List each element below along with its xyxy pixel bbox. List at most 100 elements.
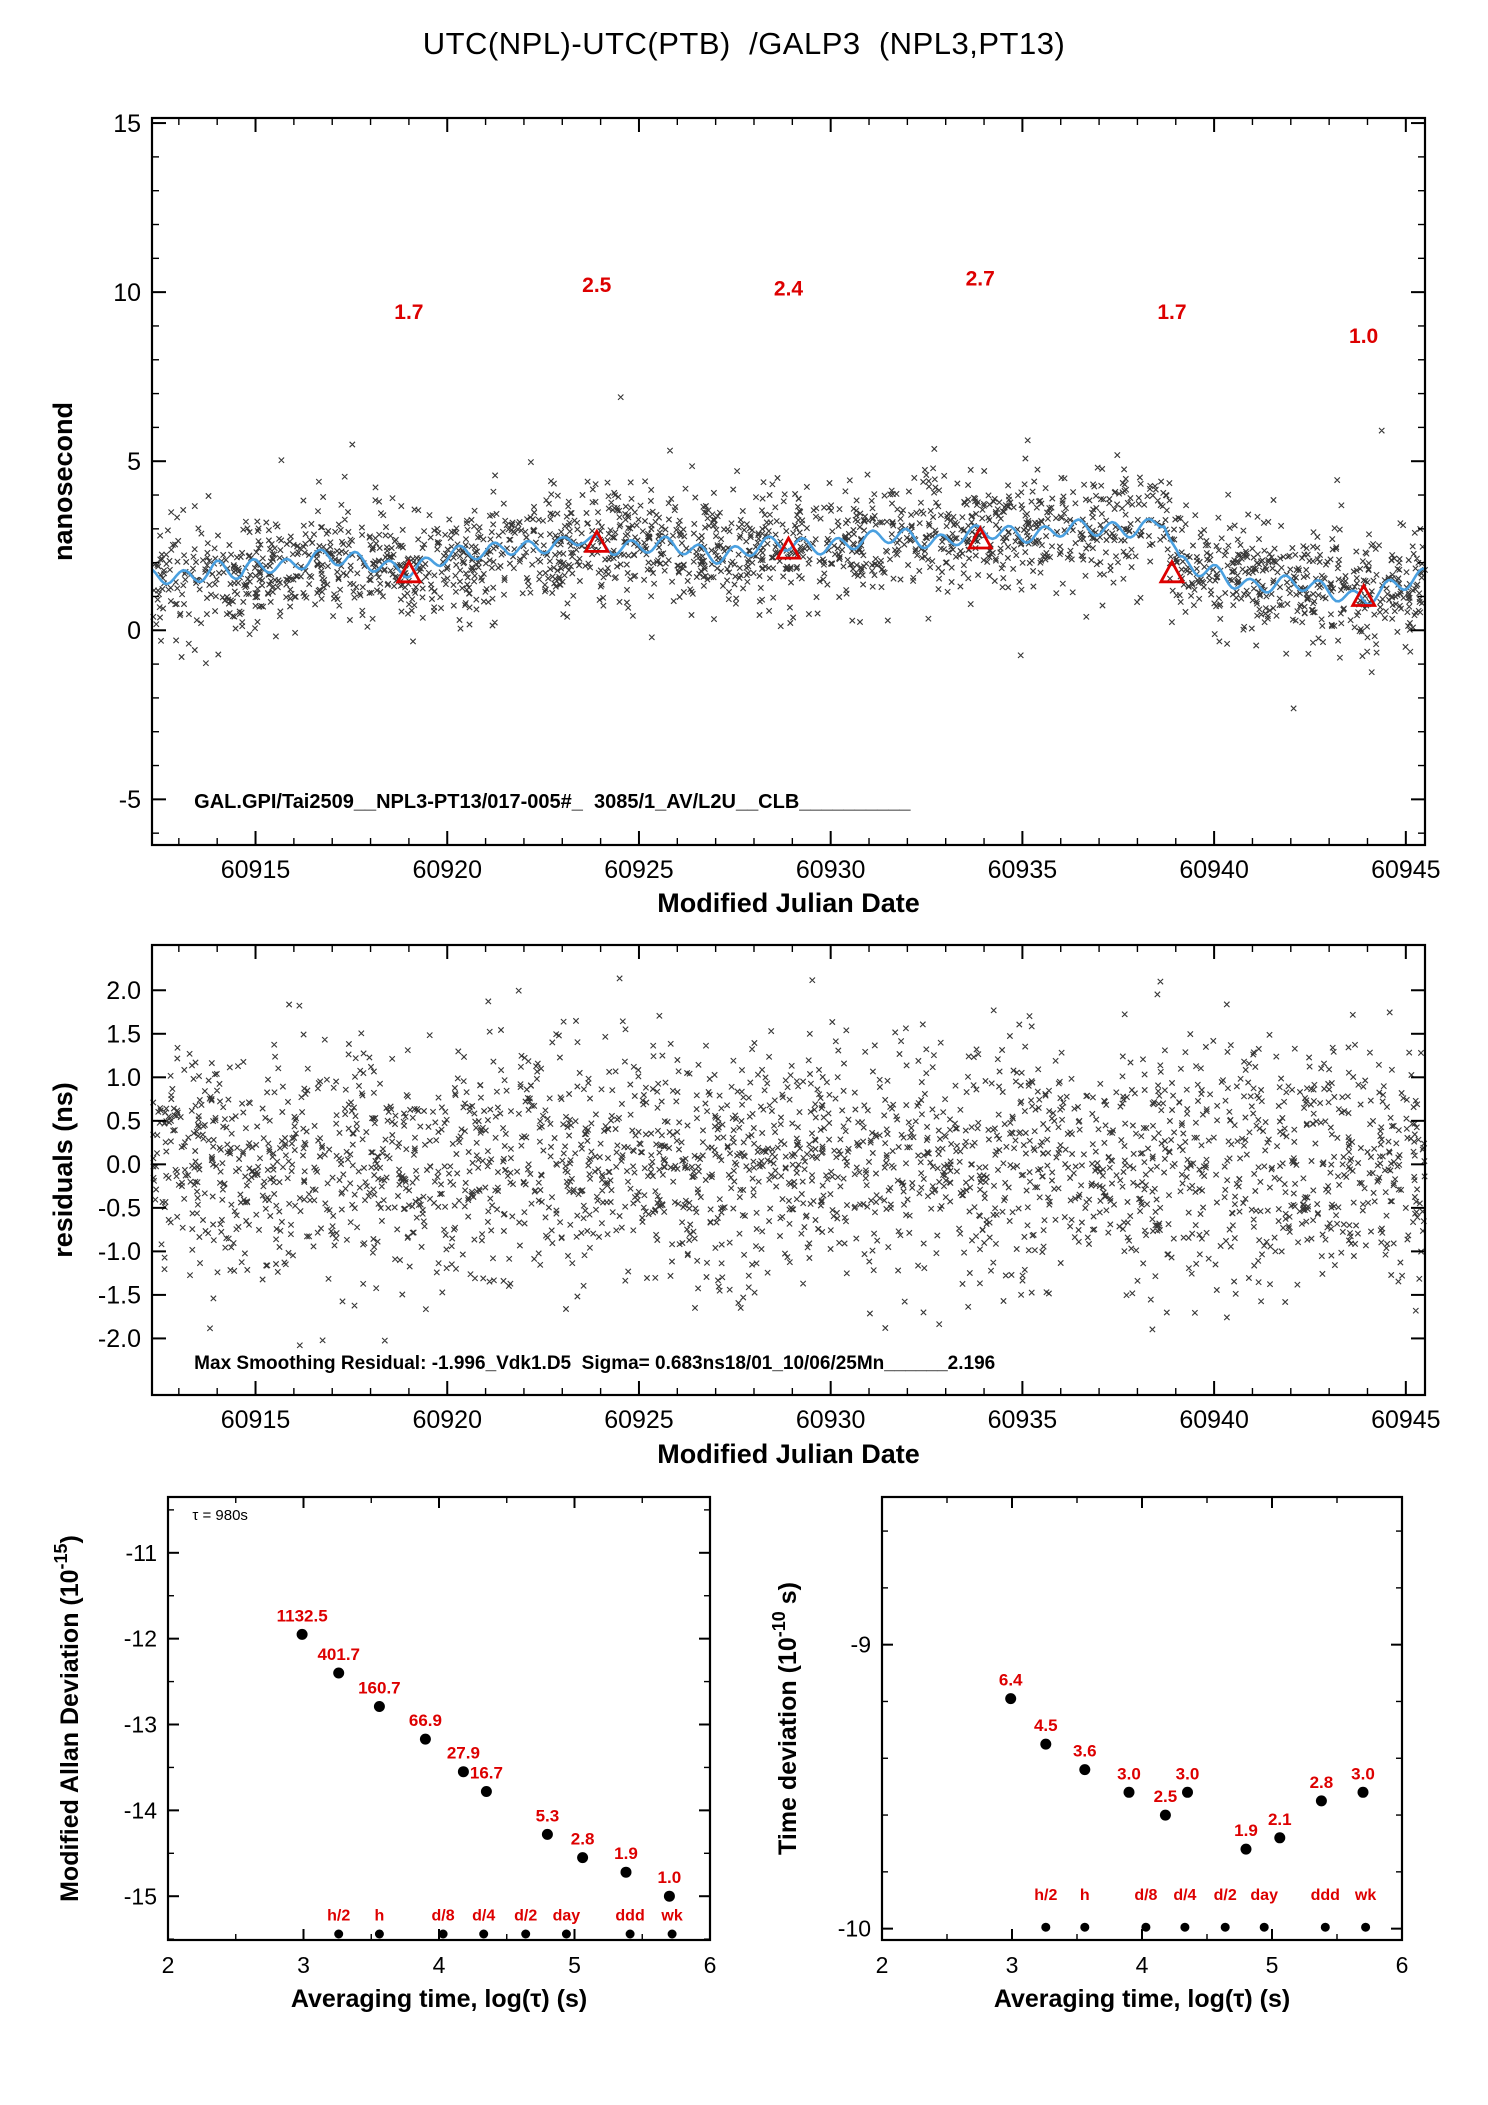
- svg-text:2: 2: [876, 1952, 889, 1978]
- tau-scale-dot: [521, 1929, 531, 1939]
- tau-scale-label: wk: [660, 1907, 682, 1924]
- tau-scale-dot: [438, 1929, 448, 1939]
- tau-scale-dot: [334, 1929, 344, 1939]
- tdev-value-label: 2.5: [1154, 1787, 1178, 1806]
- svg-text:60935: 60935: [988, 856, 1058, 884]
- tdev-value-label: 3.6: [1073, 1742, 1097, 1761]
- mdev-data-point: [373, 1701, 385, 1712]
- mdev-value-label: 401.7: [317, 1645, 360, 1664]
- tdev-data-point: [1240, 1843, 1252, 1855]
- svg-text:-5: -5: [119, 786, 141, 814]
- mdev-data-point: [541, 1828, 553, 1840]
- svg-text:6: 6: [704, 1952, 717, 1978]
- mdev-data-point: [419, 1733, 431, 1745]
- svg-text:3: 3: [1006, 1952, 1019, 1978]
- tdev-data-point: [1182, 1786, 1193, 1798]
- mdev-y-tick-labels: -15 -14 -13 -12 -11: [124, 1540, 157, 1909]
- svg-text:60925: 60925: [604, 856, 674, 884]
- tau-scale-label: h: [1080, 1887, 1090, 1904]
- phase-minor-ticks: [152, 118, 1425, 845]
- mdev-value-label: 27.9: [447, 1744, 480, 1763]
- tau-scale-dot: [1320, 1922, 1330, 1932]
- average-triangle-marker: [583, 528, 611, 553]
- tdev-data-point: [1079, 1764, 1091, 1776]
- average-triangle-marker: [1350, 582, 1378, 607]
- tau-scale-dot: [1141, 1922, 1151, 1932]
- svg-text:60945: 60945: [1371, 1406, 1441, 1434]
- tdev-minor-ticks: [882, 1497, 1402, 1940]
- average-value-label: 2.4: [774, 278, 804, 301]
- tau-scale-label: day: [1250, 1887, 1278, 1904]
- tdev-value-label: 3.0: [1176, 1764, 1200, 1783]
- tau-scale-label: d/2: [1214, 1887, 1237, 1904]
- resid-y-axis-title: residuals (ns): [48, 1082, 78, 1258]
- tau-scale-dot: [561, 1929, 571, 1939]
- tdev-data-point: [1159, 1809, 1171, 1821]
- resid-x-tick-labels: 60915 60920 60925 60930 60935 60940 60945: [221, 1406, 1441, 1434]
- svg-text:1.0: 1.0: [106, 1064, 141, 1092]
- tau-scale-dot: [1220, 1922, 1230, 1932]
- svg-text:2: 2: [162, 1952, 175, 1978]
- tau-scale-label: d/2: [514, 1907, 537, 1924]
- average-value-label: 2.5: [582, 274, 612, 297]
- tdev-x-axis-title: Averaging time, log(τ) (s): [994, 1985, 1290, 2013]
- mdev-value-label: 1132.5: [277, 1606, 328, 1625]
- svg-text:5: 5: [1266, 1952, 1279, 1978]
- svg-text:-15: -15: [124, 1883, 157, 1909]
- mdev-data-point: [577, 1852, 589, 1864]
- mdev-value-label: 16.7: [470, 1763, 503, 1782]
- tau-scale-label: d/8: [432, 1907, 455, 1924]
- mdev-x-axis-title: Averaging time, log(τ) (s): [291, 1985, 587, 2013]
- svg-text:1.5: 1.5: [106, 1021, 141, 1049]
- mdev-y-axis-title: Modified Allan Deviation (10-15): [51, 1535, 84, 1902]
- mdev-data-point: [457, 1766, 469, 1778]
- resid-y-tick-labels: -2.0 -1.5 -1.0 -0.5 0.0 0.5 1.0 1.5 2.0: [98, 977, 141, 1353]
- mdev-value-label: 1.0: [658, 1868, 682, 1887]
- page-title: UTC(NPL)-UTC(PTB) /GALP3 (NPL3,PT13): [422, 26, 1066, 61]
- tau-scale-dot: [479, 1929, 489, 1939]
- average-triangle-marker: [1158, 558, 1186, 584]
- svg-text:60920: 60920: [412, 856, 482, 884]
- resid-scatter-points: [150, 975, 1428, 1349]
- svg-text:60925: 60925: [604, 1406, 674, 1434]
- svg-text:60945: 60945: [1371, 856, 1441, 884]
- tdev-value-label: 2.8: [1310, 1773, 1334, 1792]
- tdev-value-label: 6.4: [999, 1671, 1023, 1690]
- phase-axis-box: [150, 116, 1427, 847]
- svg-text:60920: 60920: [412, 1406, 482, 1434]
- svg-text:-12: -12: [124, 1626, 157, 1652]
- tdev-value-label: 3.0: [1117, 1764, 1141, 1783]
- svg-text:6: 6: [1396, 1952, 1409, 1978]
- average-triangle-marker: [775, 535, 802, 560]
- tau-scale-label: h/2: [1034, 1887, 1057, 1904]
- svg-text:-1.5: -1.5: [98, 1282, 141, 1310]
- tau-scale-dot: [667, 1929, 677, 1939]
- svg-text:60915: 60915: [221, 856, 291, 884]
- svg-text:3: 3: [297, 1952, 310, 1978]
- mdev-value-label: 1.9: [614, 1844, 638, 1863]
- tdev-y-tick-labels: -10 -9: [838, 1632, 871, 1942]
- tdev-data-point: [1315, 1795, 1327, 1807]
- tdev-value-label: 3.0: [1351, 1764, 1375, 1783]
- mdev-data-point: [480, 1786, 492, 1797]
- mdev-value-label: 2.8: [571, 1830, 595, 1849]
- tdev-data-point: [1040, 1738, 1052, 1750]
- average-value-label: 1.0: [1349, 325, 1378, 348]
- tau-scale-label: wk: [1354, 1887, 1376, 1904]
- tdev-data-point: [1357, 1786, 1369, 1798]
- svg-text:-11: -11: [125, 1540, 157, 1566]
- tau-scale-dot: [1259, 1922, 1269, 1932]
- tau-scale-label: ddd: [615, 1907, 644, 1924]
- tdev-x-tick-labels: 2 3 4 5 6: [876, 1952, 1409, 1978]
- average-triangle-marker: [395, 558, 423, 584]
- modified-allan-deviation-chart: 1132.5 401.7 160.7 66.9 27.916.7 5.3 2.8 1.9 1.0…: [51, 1495, 717, 2013]
- mdev-data-point: [663, 1890, 675, 1902]
- phase-x-axis-title: Modified Julian Date: [657, 888, 920, 918]
- svg-text:0.0: 0.0: [106, 1151, 141, 1179]
- resid-x-axis-title: Modified Julian Date: [657, 1439, 920, 1469]
- residuals-chart: Max Smoothing Residual: -1.996_Vdk1.D5 S…: [48, 943, 1441, 1469]
- phase-x-tick-labels: 60915 60920 60925 60930 60935 60940 60945: [221, 856, 1441, 884]
- tau-scale-dot: [1180, 1922, 1190, 1932]
- mdev-data-point: [296, 1628, 308, 1640]
- tau-scale-dot: [1361, 1922, 1371, 1932]
